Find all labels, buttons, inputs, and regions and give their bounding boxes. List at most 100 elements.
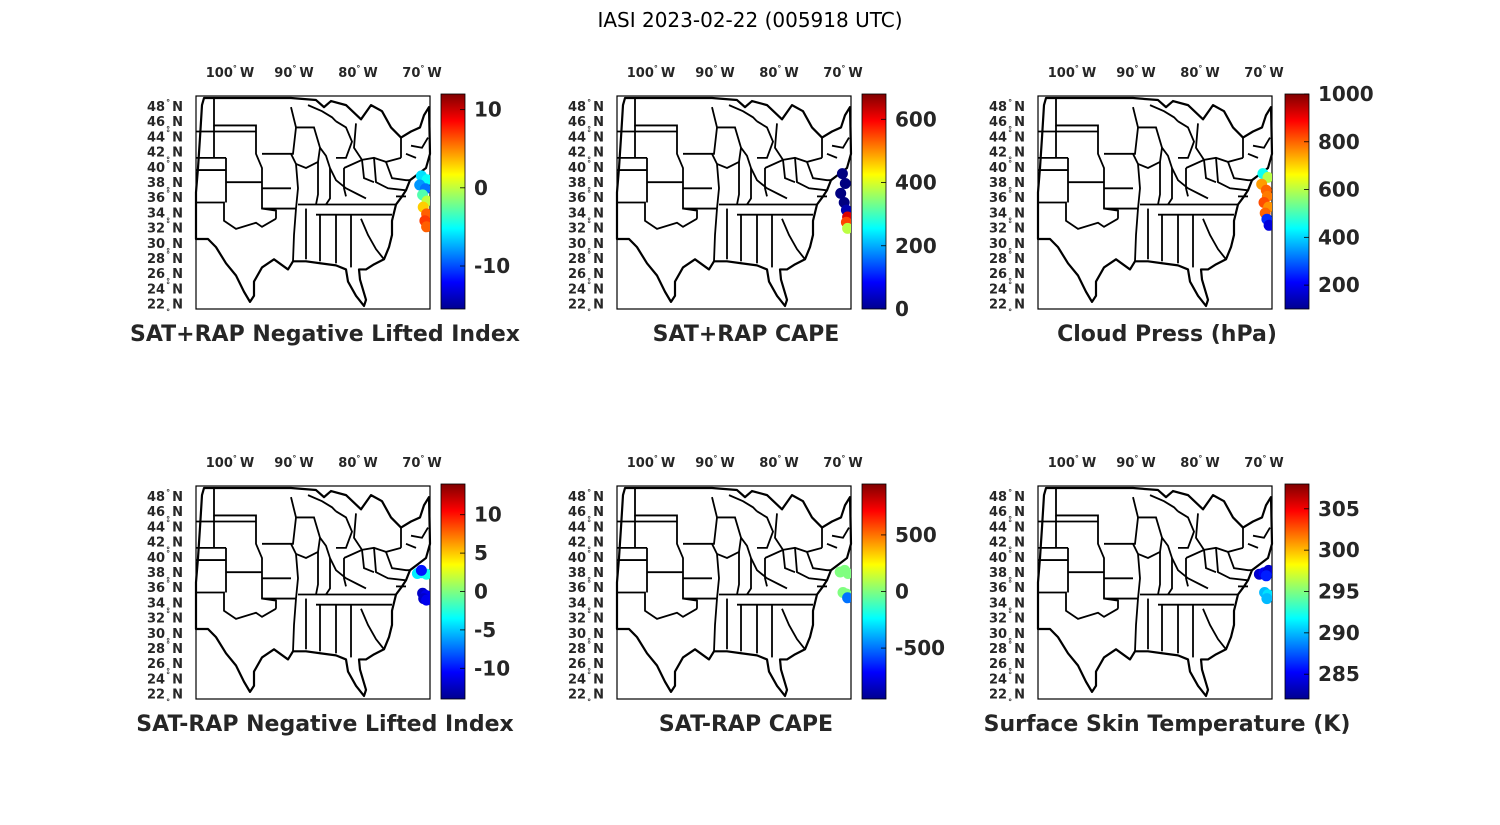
lat-label: 38° N (568, 566, 604, 585)
lon-label: 90° W (1116, 454, 1155, 471)
panel-title: Surface Skin Temperature (K) (984, 712, 1351, 737)
lon-label: 100° W (1048, 64, 1096, 81)
lat-label: 40° N (568, 549, 604, 566)
lat-label: 48° N (147, 98, 183, 115)
lat-label: 46° N (568, 115, 604, 134)
colorbar-tick-label: 200 (1318, 273, 1360, 297)
lon-label: 100° W (206, 454, 254, 471)
lon-label: 90° W (274, 454, 313, 471)
lat-label: 24° N (568, 670, 604, 687)
colorbar-tick-label: 10 (474, 98, 502, 122)
colorbar-tick-label: 500 (895, 523, 937, 547)
lat-label: 38° N (989, 176, 1025, 195)
observation-markers (414, 170, 430, 233)
observation-point (421, 221, 430, 233)
lat-label: 48° N (568, 98, 604, 115)
lon-label: 80° W (1180, 64, 1219, 81)
lon-label: 80° W (338, 454, 377, 471)
lat-label: 42° N (568, 146, 604, 165)
lat-label: 36° N (989, 189, 1025, 206)
lat-label: 46° N (568, 505, 604, 524)
lat-label: 24° N (568, 280, 604, 297)
colorbar-tick-label: 0 (474, 580, 488, 604)
lat-label: 46° N (147, 115, 183, 134)
lon-label: 100° W (627, 64, 675, 81)
colorbar-tick-label: 1000 (1318, 82, 1374, 106)
lon-label: 70° W (402, 454, 441, 471)
lat-label: 36° N (568, 579, 604, 596)
colorbar-tick-label: 285 (1318, 662, 1360, 686)
lat-label: 34° N (147, 596, 183, 615)
lat-label: 44° N (989, 128, 1025, 145)
lat-label: 48° N (568, 488, 604, 505)
colorbar (861, 93, 887, 310)
lat-label: 40° N (989, 159, 1025, 176)
lat-label: 28° N (568, 640, 604, 657)
lat-label: 42° N (568, 536, 604, 555)
map-panel-sat-rap-neg-li: 100° W 90° W 80° W 70° W 48° N46° N44° N42° N40° N38°… (130, 64, 520, 347)
lat-label: 22° N (989, 298, 1025, 317)
figure-title: IASI 2023-02-22 (005918 UTC) (597, 8, 902, 32)
lat-label: 38° N (989, 566, 1025, 585)
lat-label: 22° N (147, 688, 183, 707)
colorbar-tick-label: 400 (1318, 225, 1360, 249)
lat-label: 26° N (147, 657, 183, 676)
lat-label: 38° N (147, 176, 183, 195)
lon-label: 90° W (695, 454, 734, 471)
lon-label: 70° W (402, 64, 441, 81)
observation-point (421, 594, 430, 606)
lon-label: 90° W (274, 64, 313, 81)
lat-label: 44° N (568, 128, 604, 145)
panels-group: 100° W 90° W 80° W 70° W48° N46° N44° N42° N40° N38°… (130, 64, 1374, 737)
lat-label: 32° N (989, 220, 1025, 237)
lon-label: 80° W (759, 454, 798, 471)
lat-label: 48° N (989, 488, 1025, 505)
lat-label: 30° N (568, 627, 604, 646)
observation-markers (411, 564, 430, 606)
map-panel-surface-skin-temp: 100° W 90° W 80° W 70° W 48° N46° N44° N42° N40° N38°… (984, 454, 1360, 737)
observation-point (836, 168, 848, 180)
colorbar-tick-label: 0 (895, 580, 909, 604)
lat-label: 40° N (147, 159, 183, 176)
colorbar-tick-label: 0 (474, 176, 488, 200)
lat-label: 22° N (147, 298, 183, 317)
lat-label: 36° N (147, 189, 183, 206)
colorbar-tick-label: -5 (474, 618, 496, 642)
lat-label: 46° N (147, 505, 183, 524)
panel-title: SAT-RAP CAPE (659, 712, 833, 737)
map-panel-sat-rap-cape: 100° W 90° W 80° W 70° W 48° N46° N44° N42° N40° N38°… (568, 64, 937, 347)
lat-label: 30° N (147, 627, 183, 646)
lat-label: 22° N (568, 298, 604, 317)
observation-markers (835, 168, 851, 234)
lat-label: 26° N (568, 657, 604, 676)
observation-markers (1256, 168, 1272, 231)
colorbar-tick-label: 290 (1318, 621, 1360, 645)
map-panel-sat-minus-rap-cape: 100° W 90° W 80° W 70° W 48° N46° N44° N42° N40° N38°… (568, 454, 945, 737)
lat-label: 26° N (147, 267, 183, 286)
panel-title: SAT+RAP CAPE (653, 322, 840, 347)
lon-label: 80° W (338, 64, 377, 81)
lat-label: 36° N (147, 579, 183, 596)
lat-label: 44° N (147, 518, 183, 535)
lat-label: 26° N (989, 267, 1025, 286)
lat-label: 42° N (147, 146, 183, 165)
lat-label: 30° N (147, 237, 183, 256)
colorbar (440, 93, 466, 310)
lat-label: 36° N (568, 189, 604, 206)
observation-point (835, 187, 847, 199)
lat-label: 32° N (147, 220, 183, 237)
observation-point (842, 222, 851, 234)
lat-label: 24° N (989, 670, 1025, 687)
lat-label: 34° N (568, 596, 604, 615)
lat-label: 28° N (147, 250, 183, 267)
lat-label: 34° N (568, 206, 604, 225)
map-panel-sat-minus-rap-neg-li: 100° W 90° W 80° W 70° W 48° N46° N44° N42° N40° N38°… (136, 454, 513, 737)
observation-point (415, 564, 427, 576)
lat-label: 28° N (989, 250, 1025, 267)
lat-label: 40° N (147, 549, 183, 566)
lon-label: 90° W (695, 64, 734, 81)
colorbar-tick-label: 295 (1318, 580, 1360, 604)
lat-label: 32° N (568, 610, 604, 627)
lon-label: 70° W (1244, 64, 1283, 81)
lat-label: 42° N (989, 146, 1025, 165)
